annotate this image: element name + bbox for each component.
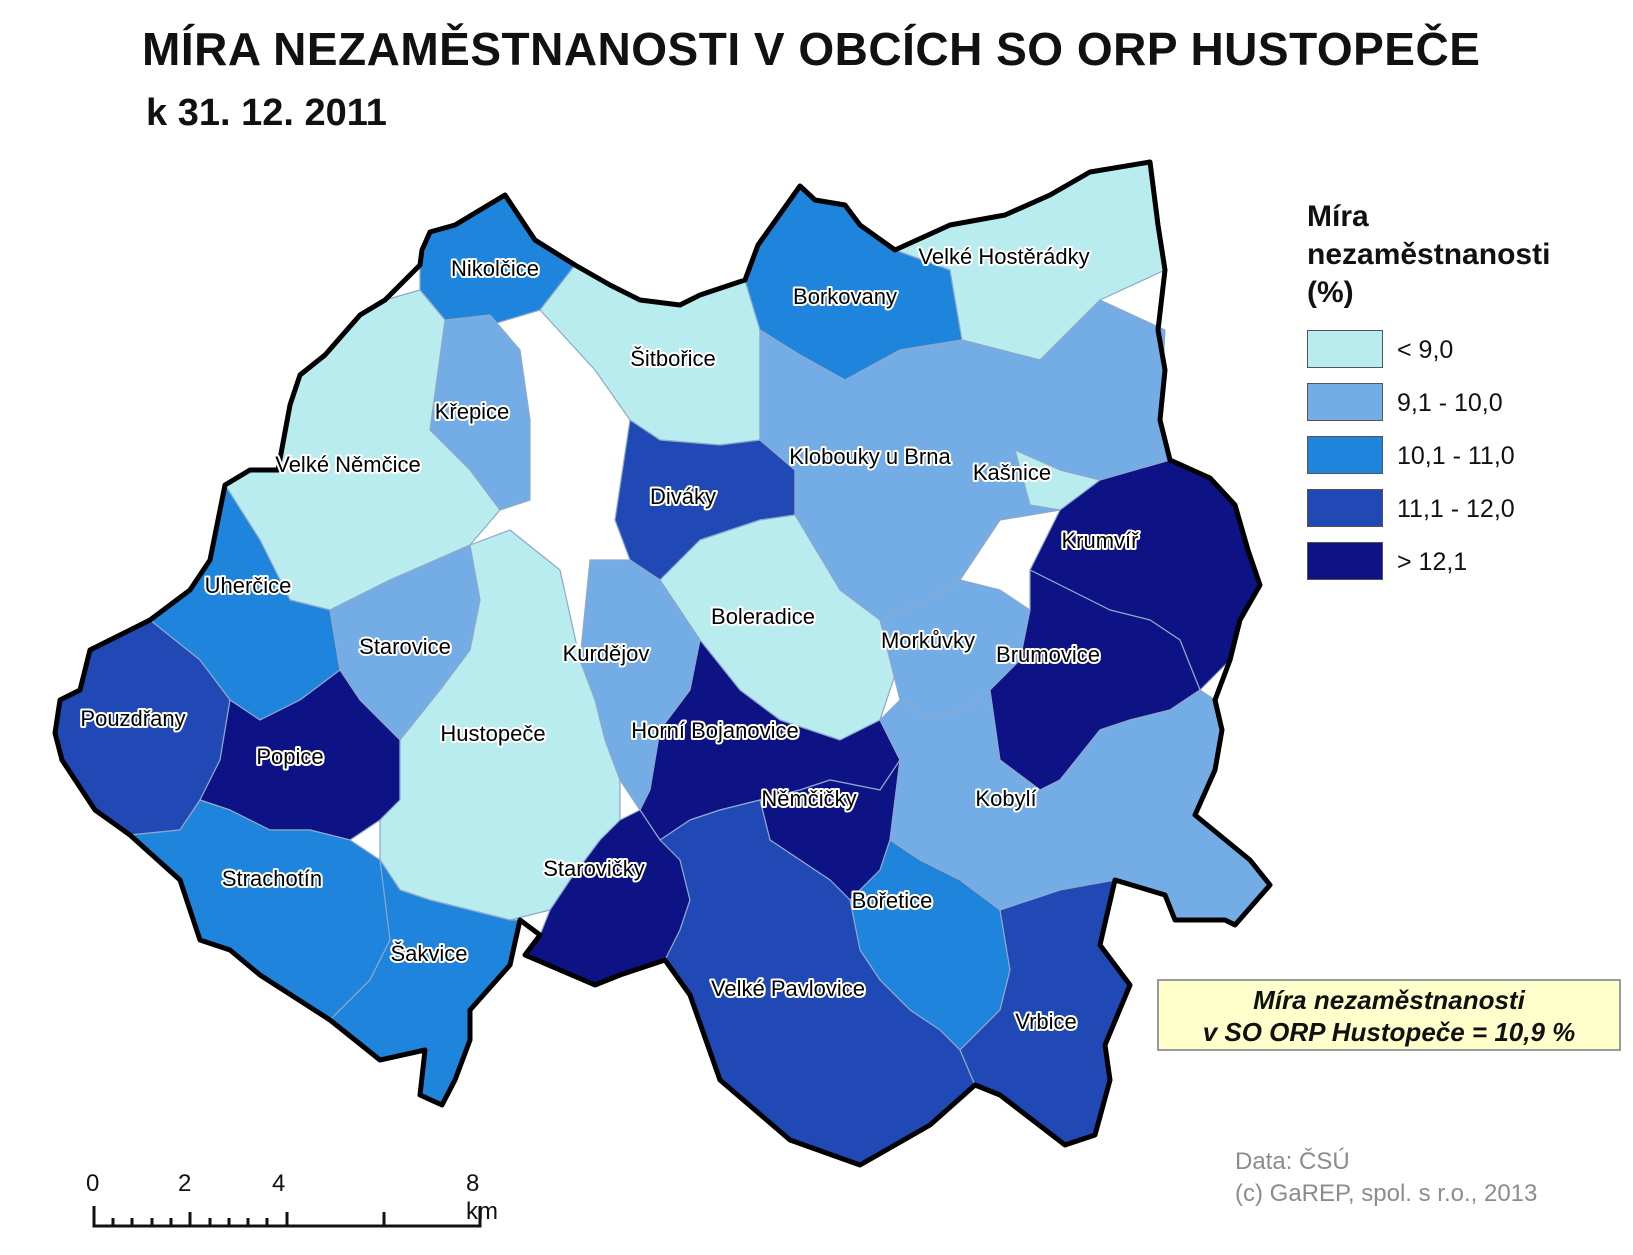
municipality-label: Brumovice (996, 642, 1100, 667)
municipality-label: Vrbice (1015, 1009, 1077, 1034)
municipality-label: Uherčice (205, 573, 292, 598)
summary-line: v SO ORP Hustopeče = 10,9 % (1202, 1017, 1576, 1047)
municipality-label: Velké Němčice (275, 452, 421, 477)
legend-swatch (1307, 436, 1383, 474)
municipality-label: Hustopeče (440, 721, 545, 746)
scale-bar: 0 2 4 8 km (80, 1170, 500, 1240)
municipality-label: Morkůvky (881, 628, 975, 653)
legend-label: 10,1 - 11,0 (1397, 442, 1515, 470)
scale-label: 0 (86, 1170, 100, 1197)
municipality-label: Starovičky (543, 856, 644, 881)
municipality-label: Velké Pavlovice (711, 976, 865, 1001)
scale-bar-line (92, 1206, 482, 1228)
scale-label: 4 (272, 1170, 286, 1197)
municipality-label: Klobouky u Brna (789, 444, 951, 469)
legend-item: 10,1 - 11,0 (1307, 436, 1567, 476)
legend-swatch (1307, 489, 1383, 527)
scale-label: 8 km (466, 1170, 498, 1225)
legend-title-line: Míra (1307, 200, 1369, 233)
municipality-label: Borkovany (793, 284, 897, 309)
municipality-label: Nikolčice (451, 256, 539, 281)
municipality-label: Němčičky (761, 786, 856, 811)
legend-swatch (1307, 383, 1383, 421)
legend-label: > 12,1 (1397, 548, 1468, 576)
legend-item: 9,1 - 10,0 (1307, 383, 1567, 423)
copyright: (c) GaREP, spol. s r.o., 2013 (1235, 1180, 1538, 1207)
data-source: Data: ČSÚ (1235, 1148, 1350, 1175)
municipality-label: Šitbořice (630, 346, 716, 371)
orp-boundary (52, 159, 1273, 1168)
municipality-label: Velké Hostěrádky (918, 244, 1089, 269)
legend-title-line: (%) (1307, 276, 1354, 309)
municipality-label: Diváky (650, 484, 716, 509)
municipality-label: Kobylí (975, 786, 1036, 811)
municipality-label: Starovice (359, 634, 451, 659)
legend-swatch (1307, 330, 1383, 368)
municipality-label: Horní Bojanovice (631, 718, 799, 743)
municipality-label: Boleradice (711, 604, 815, 629)
legend-label: < 9,0 (1397, 336, 1454, 364)
municipality-label: Strachotín (222, 866, 322, 891)
legend-item: > 12,1 (1307, 542, 1567, 582)
municipality-label: Krumvíř (1062, 528, 1140, 553)
municipality-area (659, 799, 976, 1166)
map-subtitle: k 31. 12. 2011 (146, 92, 387, 134)
municipality-label: Kašnice (973, 460, 1051, 485)
municipality-label: Pouzdřany (80, 706, 185, 731)
municipality-label: Šakvice (390, 941, 467, 966)
summary-box: Míra nezaměstnanosti v SO ORP Hustopeče … (1157, 979, 1621, 1051)
legend-label: 9,1 - 10,0 (1397, 389, 1503, 417)
legend-item: < 9,0 (1307, 330, 1567, 370)
legend-item: 11,1 - 12,0 (1307, 489, 1567, 529)
municipality-label: Kurdějov (563, 641, 650, 666)
legend-title-line: nezaměstnanosti (1307, 238, 1551, 271)
legend-swatch (1307, 542, 1383, 580)
legend-title: Míra nezaměstnanosti (%) (1307, 198, 1550, 312)
map-title: MÍRA NEZAMĚSTNANOSTI V OBCÍCH SO ORP HUS… (142, 23, 1481, 75)
summary-line: Míra nezaměstnanosti (1253, 985, 1525, 1015)
legend-label: 11,1 - 12,0 (1397, 495, 1515, 523)
municipality-label: Popice (256, 744, 323, 769)
municipality-label: Bořetice (852, 888, 933, 913)
municipality-label: Křepice (435, 399, 510, 424)
scale-label: 2 (178, 1170, 192, 1197)
